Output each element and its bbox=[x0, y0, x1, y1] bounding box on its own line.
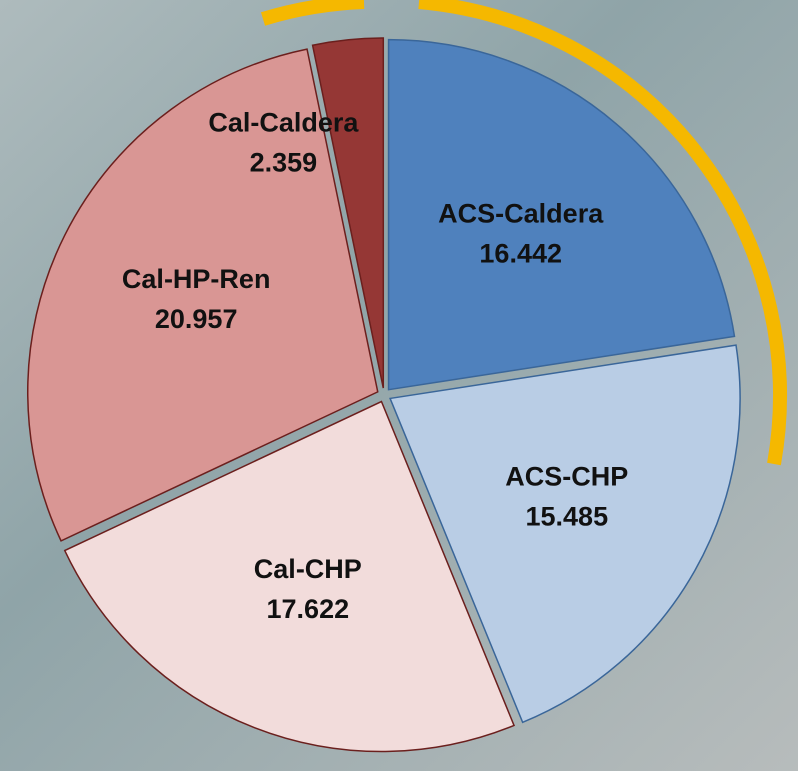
slice-label: ACS-Caldera bbox=[438, 199, 604, 229]
slice-value: 2.359 bbox=[250, 147, 318, 177]
slice-value: 15.485 bbox=[526, 501, 609, 531]
slice-label: Cal-Caldera bbox=[208, 107, 359, 137]
slice-label: Cal-HP-Ren bbox=[122, 264, 271, 294]
chart: ACS-Caldera 16.442 ACS-CHP 15.485 Cal-CHP 17.… bbox=[0, 0, 798, 771]
slice-value: 20.957 bbox=[155, 304, 238, 334]
slice-value: 16.442 bbox=[479, 239, 562, 269]
slice-label: Cal-CHP bbox=[254, 554, 362, 584]
slice-value: 17.622 bbox=[267, 594, 350, 624]
page: ACS-Caldera 16.442 ACS-CHP 15.485 Cal-CHP 17.… bbox=[0, 0, 798, 771]
slice-label: ACS-CHP bbox=[505, 461, 628, 491]
